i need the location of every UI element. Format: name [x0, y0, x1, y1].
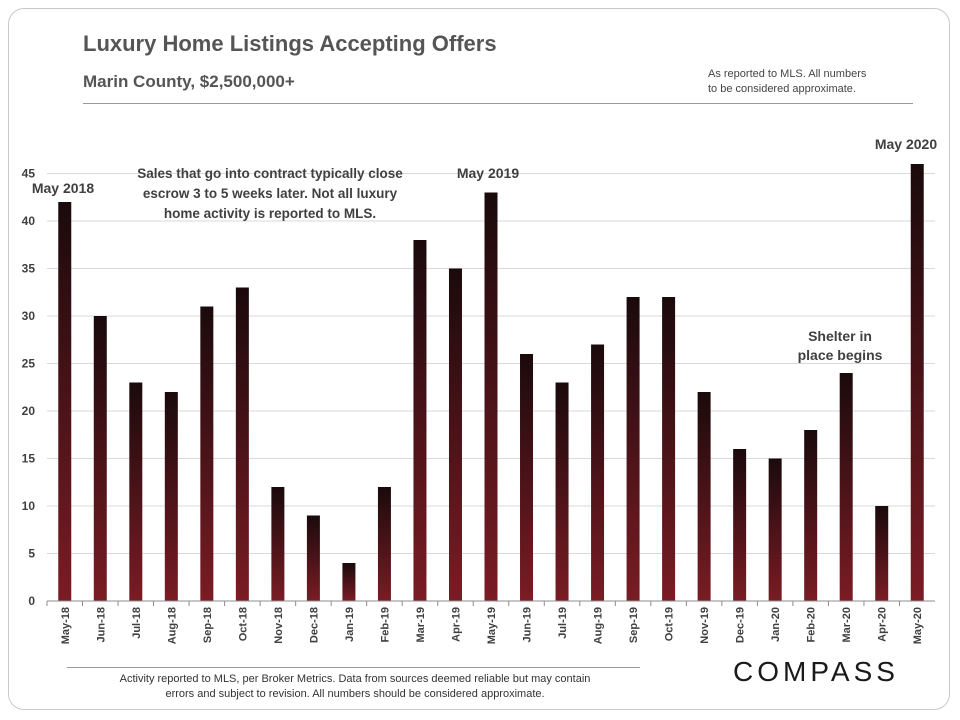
bar-sep-18: [200, 306, 214, 601]
footer-divider: [67, 667, 640, 668]
contract-note-line-1: Sales that go into contract typically cl…: [137, 166, 403, 181]
y-tick-label: 30: [22, 309, 36, 323]
disclaimer-note: As reported to MLS. All numbers to be co…: [708, 67, 908, 97]
x-tick-label: Feb-19: [379, 607, 391, 642]
y-tick-label: 0: [28, 594, 35, 608]
x-tick-label: Jan-20: [770, 607, 782, 642]
x-tick-label: Feb-20: [806, 607, 818, 642]
x-tick-label: Dec-19: [735, 607, 747, 643]
bar-may-18: [58, 202, 72, 601]
header-divider: [83, 103, 913, 104]
bar-jul-18: [129, 382, 143, 601]
x-tick-label: Sep-19: [628, 607, 640, 643]
x-tick-label: Mar-19: [415, 607, 427, 642]
y-tick-label: 10: [22, 499, 36, 513]
bar-dec-19: [733, 449, 747, 601]
footer-line-2: errors and subject to revision. All numb…: [165, 688, 545, 700]
disclaimer-line-1: As reported to MLS. All numbers: [708, 68, 867, 80]
bar-jun-19: [520, 354, 534, 601]
contract-note-line-2: escrow 3 to 5 weeks later. Not all luxur…: [143, 186, 398, 201]
x-tick-label: Jul-19: [557, 607, 569, 639]
bar-aug-19: [591, 344, 605, 601]
shelter-in-place-label-1: Shelter in: [808, 328, 872, 344]
x-tick-label: Jan-19: [344, 607, 356, 642]
bar-oct-19: [662, 297, 676, 601]
x-tick-label: Apr-20: [877, 607, 889, 642]
x-tick-label: May-19: [486, 607, 498, 644]
bar-apr-19: [448, 268, 462, 601]
x-tick-label: Jun-18: [95, 607, 107, 642]
footer-line-1: Activity reported to MLS, per Broker Met…: [119, 673, 591, 685]
bar-oct-18: [235, 287, 249, 601]
bar-dec-18: [306, 515, 320, 601]
bar-jan-20: [768, 458, 782, 601]
compass-logo: COMPASS: [733, 656, 899, 687]
bar-nov-19: [697, 392, 711, 601]
bar-jun-18: [93, 316, 107, 601]
x-tick-label: Apr-19: [450, 607, 462, 642]
x-tick-label: Dec-18: [308, 607, 320, 643]
x-tick-label: Nov-19: [699, 607, 711, 644]
shelter-in-place-label-2: place begins: [798, 347, 883, 363]
y-tick-label: 20: [22, 404, 36, 418]
y-tick-label: 25: [22, 357, 36, 371]
x-tick-label: Nov-18: [273, 607, 285, 644]
chart-subtitle: Marin County, $2,500,000+: [83, 72, 295, 91]
y-tick-label: 45: [22, 167, 36, 181]
y-tick-label: 15: [22, 452, 36, 466]
bar-mar-19: [413, 240, 427, 601]
x-tick-label: Mar-20: [841, 607, 853, 642]
bar-apr-20: [875, 506, 889, 601]
x-tick-label: Aug-19: [593, 607, 605, 644]
bar-mar-20: [839, 373, 853, 601]
bar-may-19: [484, 192, 498, 601]
bar-feb-19: [377, 487, 391, 601]
x-tick-label: Jun-19: [522, 607, 534, 642]
chart-title: Luxury Home Listings Accepting Offers: [83, 31, 497, 56]
bar-nov-18: [271, 487, 285, 601]
bar-feb-20: [804, 430, 818, 601]
x-tick-label: Oct-19: [664, 607, 676, 641]
y-tick-label: 5: [28, 547, 35, 561]
x-tick-label: Jul-18: [131, 607, 143, 639]
may-2020-label: May 2020: [875, 136, 937, 152]
may-2018-label: May 2018: [32, 180, 94, 196]
y-tick-label: 40: [22, 214, 36, 228]
bar-sep-19: [626, 297, 640, 601]
x-tick-label: Sep-18: [202, 607, 214, 643]
footer-note: Activity reported to MLS, per Broker Met…: [70, 672, 640, 702]
bar-aug-18: [164, 392, 178, 601]
x-tick-label: Oct-18: [237, 607, 249, 641]
contract-note-line-3: home activity is reported to MLS.: [164, 206, 376, 221]
x-tick-label: Aug-18: [166, 607, 178, 644]
x-tick-label: May-18: [60, 607, 72, 644]
may-2019-label: May 2019: [457, 165, 519, 181]
bar-jul-19: [555, 382, 569, 601]
x-tick-label: May-20: [912, 607, 924, 644]
bar-may-20: [910, 164, 924, 601]
disclaimer-line-2: to be considered approximate.: [708, 83, 856, 95]
y-tick-label: 35: [22, 262, 36, 276]
bar-jan-19: [342, 563, 356, 601]
